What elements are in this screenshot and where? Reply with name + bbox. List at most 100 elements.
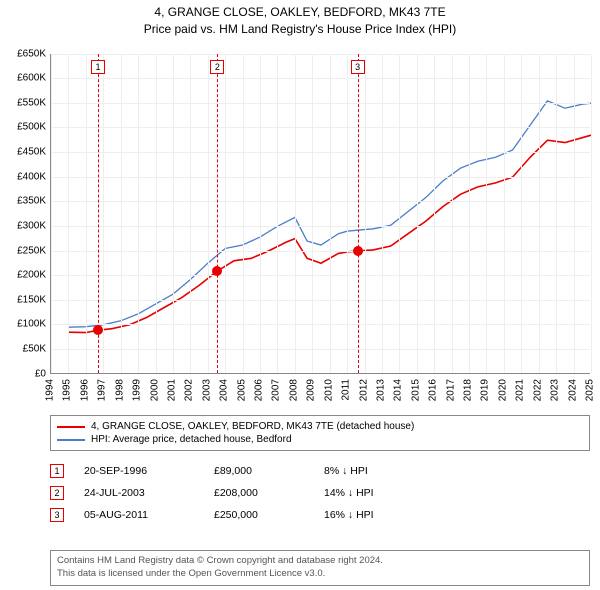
x-tick-label: 2014 xyxy=(393,379,404,401)
gridline-v xyxy=(417,54,418,373)
legend-row: HPI: Average price, detached house, Bedf… xyxy=(57,433,583,446)
events-table: 120-SEP-1996£89,0008% ↓ HPI 2 24-JUL-2003 £… xyxy=(50,460,590,526)
gridline-h xyxy=(51,201,590,202)
legend-label: 4, GRANGE CLOSE, OAKLEY, BEDFORD, MK43 7… xyxy=(91,421,414,432)
x-tick-label: 2018 xyxy=(463,379,474,401)
footer-line1: Contains HM Land Registry data © Crown c… xyxy=(57,555,583,568)
gridline-h xyxy=(51,54,590,55)
x-tick-label: 1995 xyxy=(62,379,73,401)
gridline-h xyxy=(51,127,590,128)
y-tick-label: £400K xyxy=(17,171,46,182)
gridline-v xyxy=(347,54,348,373)
gridline-v xyxy=(312,54,313,373)
event-row: 120-SEP-1996£89,0008% ↓ HPI xyxy=(50,460,590,482)
gridline-v xyxy=(539,54,540,373)
attribution-footer: Contains HM Land Registry data © Crown c… xyxy=(50,550,590,586)
event-marker-line xyxy=(217,54,218,373)
event-marker-dot xyxy=(212,266,222,276)
event-row-box: 2 xyxy=(50,486,64,500)
event-marker-dot xyxy=(353,246,363,256)
gridline-v xyxy=(469,54,470,373)
x-tick-label: 2012 xyxy=(358,379,369,401)
x-tick-label: 2002 xyxy=(184,379,195,401)
x-tick-label: 2021 xyxy=(515,379,526,401)
gridline-v xyxy=(574,54,575,373)
event-row-box: 1 xyxy=(50,464,64,478)
gridline-v xyxy=(86,54,87,373)
x-tick-label: 1996 xyxy=(79,379,90,401)
gridline-v xyxy=(591,54,592,373)
y-tick-label: £250K xyxy=(17,245,46,256)
x-tick-label: 2025 xyxy=(585,379,596,401)
x-tick-label: 2020 xyxy=(497,379,508,401)
x-tick-label: 1999 xyxy=(132,379,143,401)
y-tick-label: £100K xyxy=(17,319,46,330)
x-tick-label: 2003 xyxy=(201,379,212,401)
event-marker-box: 1 xyxy=(91,60,105,74)
x-tick-label: 2001 xyxy=(166,379,177,401)
gridline-h xyxy=(51,177,590,178)
legend-swatch xyxy=(57,439,85,441)
y-tick-label: £50K xyxy=(23,343,46,354)
gridline-v xyxy=(138,54,139,373)
gridline-h xyxy=(51,275,590,276)
gridline-h xyxy=(51,251,590,252)
gridline-v xyxy=(556,54,557,373)
x-tick-label: 2017 xyxy=(445,379,456,401)
chart-title-line2: Price paid vs. HM Land Registry's House … xyxy=(0,21,600,38)
x-tick-label: 2013 xyxy=(375,379,386,401)
gridline-v xyxy=(295,54,296,373)
gridline-v xyxy=(277,54,278,373)
x-tick-label: 2011 xyxy=(341,379,352,401)
y-tick-label: £150K xyxy=(17,294,46,305)
gridline-v xyxy=(365,54,366,373)
y-tick-label: £200K xyxy=(17,270,46,281)
y-tick-label: £650K xyxy=(17,48,46,59)
event-marker-box: 2 xyxy=(210,60,224,74)
gridline-h xyxy=(51,300,590,301)
event-row-price: £89,000 xyxy=(214,465,304,477)
x-tick-label: 2023 xyxy=(550,379,561,401)
gridline-h xyxy=(51,226,590,227)
gridline-v xyxy=(330,54,331,373)
legend-label: HPI: Average price, detached house, Bedf… xyxy=(91,434,292,445)
event-row-price: £250,000 xyxy=(214,509,304,521)
x-tick-label: 2004 xyxy=(219,379,230,401)
gridline-v xyxy=(190,54,191,373)
gridline-v xyxy=(68,54,69,373)
y-tick-label: £450K xyxy=(17,147,46,158)
y-axis: £0£50K£100K£150K£200K£250K£300K£350K£400… xyxy=(0,54,50,374)
event-row-delta: 14% ↓ HPI xyxy=(324,487,444,499)
x-tick-label: 2015 xyxy=(410,379,421,401)
plot-region: 1 2 3 xyxy=(50,54,590,374)
event-row-box: 3 xyxy=(50,508,64,522)
gridline-h xyxy=(51,103,590,104)
x-tick-label: 2024 xyxy=(567,379,578,401)
gridline-v xyxy=(521,54,522,373)
event-row-delta: 16% ↓ HPI xyxy=(324,509,444,521)
y-tick-label: £550K xyxy=(17,97,46,108)
x-tick-label: 2000 xyxy=(149,379,160,401)
chart-title-block: 4, GRANGE CLOSE, OAKLEY, BEDFORD, MK43 7… xyxy=(0,0,600,38)
gridline-v xyxy=(173,54,174,373)
gridline-v xyxy=(243,54,244,373)
x-tick-label: 2022 xyxy=(532,379,543,401)
gridline-v xyxy=(51,54,52,373)
gridline-h xyxy=(51,324,590,325)
gridline-v xyxy=(504,54,505,373)
event-marker-box: 3 xyxy=(351,60,365,74)
event-row-price: £208,000 xyxy=(214,487,304,499)
x-tick-label: 2006 xyxy=(254,379,265,401)
footer-line2: This data is licensed under the Open Gov… xyxy=(57,568,583,581)
event-row: 3 05-AUG-2011 £250,000 16% ↓ HPI xyxy=(50,504,590,526)
x-tick-label: 2005 xyxy=(236,379,247,401)
gridline-v xyxy=(121,54,122,373)
y-tick-label: £0 xyxy=(35,368,46,379)
event-row-date: 05-AUG-2011 xyxy=(84,509,194,521)
event-marker-line xyxy=(358,54,359,373)
y-tick-label: £350K xyxy=(17,196,46,207)
x-tick-label: 2016 xyxy=(428,379,439,401)
event-row-date: 24-JUL-2003 xyxy=(84,487,194,499)
gridline-h xyxy=(51,78,590,79)
x-tick-label: 1997 xyxy=(97,379,108,401)
